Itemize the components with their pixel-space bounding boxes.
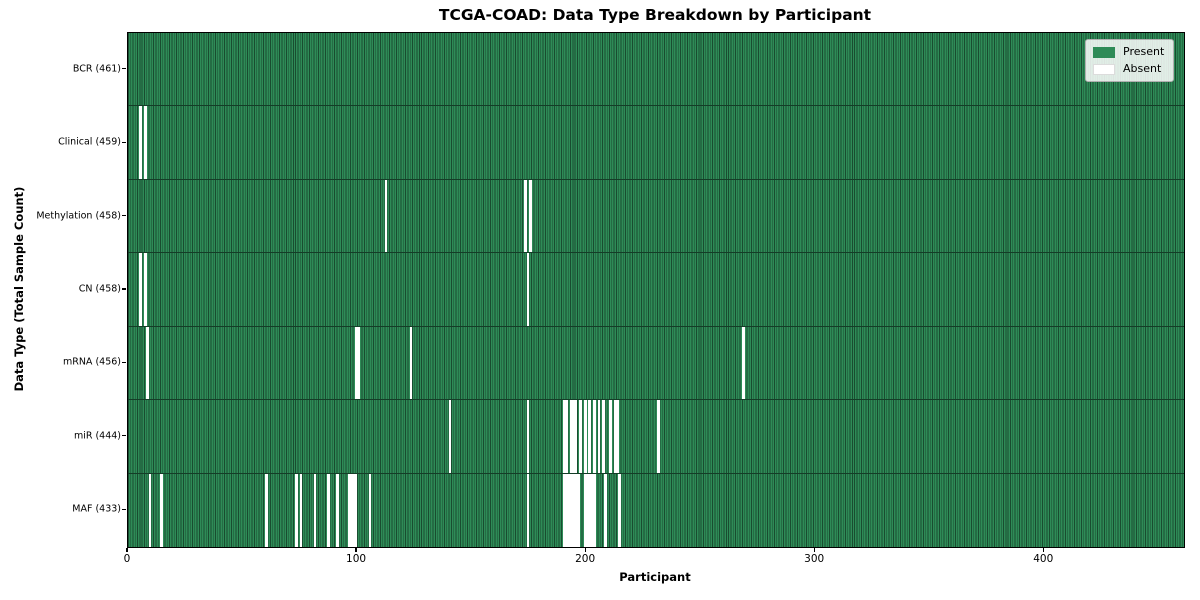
absent-cell xyxy=(409,326,413,400)
absent-cell xyxy=(609,400,612,473)
absent-cell xyxy=(526,253,530,326)
y-tick-label: Clinical (459) xyxy=(58,136,121,148)
x-tick-label: 0 xyxy=(123,553,131,565)
absent-cell xyxy=(583,400,587,473)
heatmap-row-mrna xyxy=(128,326,1184,401)
y-tick-label: MAF (433) xyxy=(72,503,121,515)
absent-cell xyxy=(336,473,340,547)
legend-label-absent: Absent xyxy=(1123,62,1162,75)
legend: Present Absent xyxy=(1085,39,1175,82)
absent-cell xyxy=(295,473,298,547)
legend-item-present: Present xyxy=(1093,46,1164,58)
absent-cell xyxy=(524,179,527,253)
absent-cell xyxy=(563,400,569,473)
heatmap-row-bcr xyxy=(128,33,1184,107)
absent-cell xyxy=(526,400,530,473)
x-tick-label: 400 xyxy=(1033,553,1054,565)
y-tick-label: mRNA (456) xyxy=(62,356,121,368)
absent-cell xyxy=(570,400,578,473)
absent-cell xyxy=(265,473,269,547)
absent-cell xyxy=(139,253,143,326)
x-tick-mark xyxy=(813,547,815,552)
heatmap-row-methylation xyxy=(128,179,1184,254)
present-swatch-icon xyxy=(1093,46,1115,58)
absent-cell xyxy=(146,326,149,400)
absent-cell xyxy=(448,400,452,473)
x-axis-label: Participant xyxy=(619,570,691,584)
x-tick-mark xyxy=(1042,547,1044,552)
absent-cell xyxy=(354,326,360,400)
x-tick-mark xyxy=(355,547,357,552)
absent-cell xyxy=(597,400,601,473)
legend-item-absent: Absent xyxy=(1093,63,1164,75)
y-tick-mark xyxy=(122,435,126,437)
y-tick-mark xyxy=(122,288,126,290)
y-tick-mark xyxy=(122,361,126,364)
absent-cell xyxy=(299,473,303,547)
absent-cell xyxy=(741,326,745,400)
heatmap-row-cn xyxy=(128,253,1184,327)
y-tick-mark xyxy=(122,508,126,510)
absent-cell xyxy=(583,473,596,547)
absent-cell xyxy=(160,473,163,547)
absent-swatch-icon xyxy=(1093,63,1115,75)
heatmap-row-mir xyxy=(128,400,1184,474)
absent-cell xyxy=(144,106,147,179)
y-axis-label: Data Type (Total Sample Count) xyxy=(12,186,26,392)
y-tick-label: BCR (461) xyxy=(72,63,121,75)
absent-cell xyxy=(618,473,621,547)
absent-cell xyxy=(528,179,532,253)
y-tick-mark xyxy=(122,214,126,217)
absent-cell xyxy=(602,400,605,473)
absent-cell xyxy=(384,179,388,253)
absent-cell xyxy=(579,400,582,473)
absent-cell xyxy=(563,473,580,547)
x-tick-mark xyxy=(126,547,128,552)
chart-title: TCGA-COAD: Data Type Breakdown by Partic… xyxy=(438,6,872,24)
y-tick-label: CN (458) xyxy=(78,283,121,295)
x-tick-mark xyxy=(584,547,586,552)
y-tick-mark xyxy=(122,68,126,70)
absent-cell xyxy=(139,106,143,179)
absent-cell xyxy=(144,253,147,326)
y-tick-label: Methylation (458) xyxy=(36,210,121,222)
absent-cell xyxy=(313,473,317,547)
absent-cell xyxy=(148,473,152,547)
absent-cell xyxy=(613,400,619,473)
heatmap-row-clinical xyxy=(128,106,1184,180)
x-tick-label: 200 xyxy=(575,553,596,565)
heatmap-row-maf xyxy=(128,473,1184,547)
absent-cell xyxy=(347,473,358,547)
absent-cell xyxy=(526,473,530,547)
x-tick-label: 300 xyxy=(804,553,825,565)
absent-cell xyxy=(588,400,592,473)
y-tick-label: miR (444) xyxy=(73,430,121,442)
absent-cell xyxy=(327,473,330,547)
legend-label-present: Present xyxy=(1123,45,1165,58)
heatmap-plot xyxy=(127,32,1185,548)
absent-cell xyxy=(657,400,660,473)
absent-cell xyxy=(368,473,372,547)
absent-cell xyxy=(604,473,608,547)
y-tick-mark xyxy=(122,141,126,143)
x-tick-label: 100 xyxy=(346,553,367,565)
absent-cell xyxy=(593,400,596,473)
